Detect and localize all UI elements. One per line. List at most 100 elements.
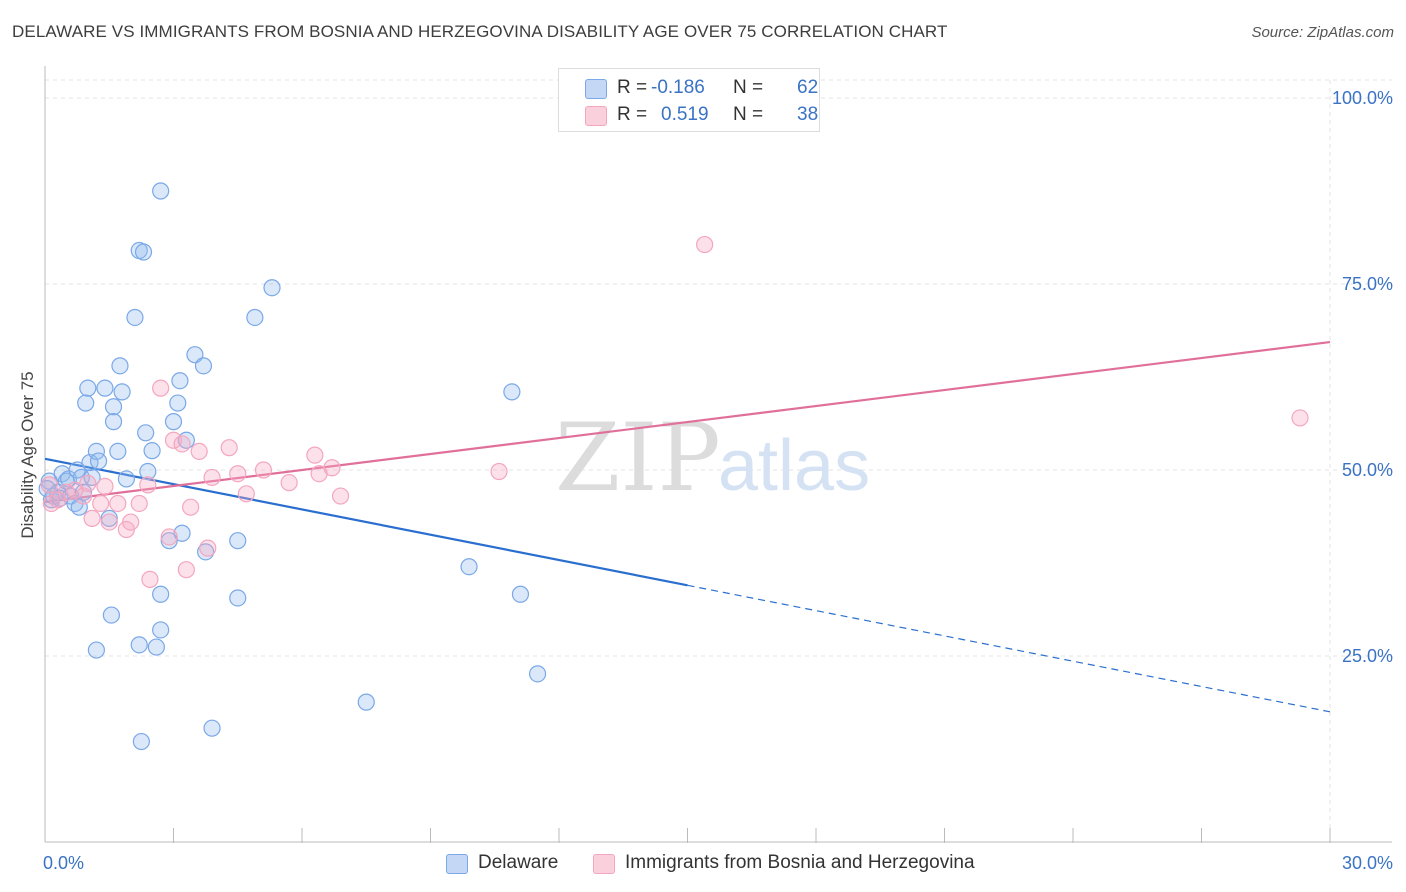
tick-labels: 25.0% 50.0% 75.0% 100.0% 0.0% 30.0% xyxy=(43,88,1393,873)
point-delaware xyxy=(528,665,547,683)
legend-swatch-delaware xyxy=(446,854,468,874)
point-delaware xyxy=(102,606,120,624)
point-delaware xyxy=(173,524,191,542)
point-delaware xyxy=(137,424,155,442)
point-bosnia xyxy=(237,485,255,503)
grid xyxy=(45,79,1392,842)
point-delaware xyxy=(164,413,183,431)
point-bosnia xyxy=(92,494,110,513)
point-delaware xyxy=(169,394,187,412)
trend-line-delaware xyxy=(44,457,688,587)
point-delaware xyxy=(152,585,170,603)
data-points xyxy=(38,182,1309,751)
trend-line-delaware-extension xyxy=(687,584,1331,713)
legend-label-delaware: Delaware xyxy=(478,852,559,873)
point-delaware xyxy=(96,379,114,397)
point-bosnia xyxy=(306,446,324,464)
point-bosnia xyxy=(254,461,273,479)
point-delaware xyxy=(143,442,161,460)
point-bosnia xyxy=(122,513,140,531)
point-delaware xyxy=(357,693,375,711)
point-bosnia xyxy=(79,474,97,492)
point-delaware xyxy=(160,532,178,550)
legend-n-label: N = xyxy=(733,77,764,98)
point-delaware xyxy=(511,585,530,603)
chart-source: Source: ZipAtlas.com xyxy=(1251,24,1394,41)
axes xyxy=(44,66,1392,843)
point-delaware xyxy=(130,636,148,654)
point-bosnia xyxy=(141,570,159,588)
point-delaware xyxy=(194,357,213,375)
point-delaware xyxy=(77,394,95,412)
point-bosnia xyxy=(696,235,714,254)
point-bosnia xyxy=(83,509,101,527)
point-bosnia xyxy=(229,465,247,483)
point-bosnia xyxy=(96,477,114,495)
legend-n-value: 38 xyxy=(797,104,819,125)
point-delaware xyxy=(104,398,123,416)
svg-text:atlas: atlas xyxy=(718,426,870,506)
point-delaware xyxy=(134,243,153,261)
point-delaware xyxy=(89,452,108,470)
point-bosnia xyxy=(109,494,127,513)
legend-r-value: -0.186 xyxy=(651,77,705,98)
y-tick-label: 25.0% xyxy=(1342,646,1393,666)
legend-n-label: N = xyxy=(733,104,764,125)
correlation-legend: R = -0.186 N = 62 R = 0.519 N = 38 xyxy=(558,68,820,132)
chart-title: DELAWARE VS IMMIGRANTS FROM BOSNIA AND H… xyxy=(12,22,948,41)
point-bosnia xyxy=(40,476,58,494)
point-bosnia xyxy=(173,435,191,453)
point-bosnia xyxy=(490,462,508,481)
point-delaware xyxy=(113,383,131,401)
legend-label-bosnia: Immigrants from Bosnia and Herzegovina xyxy=(625,852,975,873)
point-delaware xyxy=(139,462,157,481)
x-tick-label: 30.0% xyxy=(1342,853,1393,873)
point-delaware xyxy=(152,621,170,639)
point-bosnia xyxy=(152,379,170,397)
point-delaware xyxy=(460,558,478,576)
point-delaware xyxy=(132,732,150,751)
point-delaware xyxy=(246,308,264,327)
point-delaware xyxy=(263,279,281,297)
point-delaware xyxy=(100,509,118,527)
y-tick-label: 75.0% xyxy=(1342,274,1393,294)
legend-swatch-bosnia xyxy=(593,854,615,874)
point-delaware xyxy=(152,182,170,200)
trend-lines xyxy=(44,340,1331,713)
legend-r-label: R = xyxy=(617,77,648,98)
legend-r-label: R = xyxy=(617,104,648,125)
point-bosnia xyxy=(1291,409,1309,427)
legend-r-value: 0.519 xyxy=(661,104,709,125)
point-delaware xyxy=(87,641,106,659)
point-bosnia xyxy=(190,442,208,460)
y-tick-label: 100.0% xyxy=(1332,88,1393,108)
point-delaware xyxy=(109,442,127,460)
x-tick-label: 0.0% xyxy=(43,853,84,873)
point-bosnia xyxy=(203,468,221,487)
point-delaware xyxy=(126,308,144,327)
point-bosnia xyxy=(177,561,195,579)
point-bosnia xyxy=(182,498,200,516)
y-axis-label: Disability Age Over 75 xyxy=(18,371,37,538)
point-delaware xyxy=(229,589,247,607)
point-bosnia xyxy=(323,459,341,477)
point-bosnia xyxy=(164,431,183,449)
watermark: ZIP atlas xyxy=(555,404,870,513)
point-bosnia xyxy=(331,487,350,505)
point-delaware xyxy=(104,413,123,431)
point-bosnia xyxy=(199,539,217,557)
trend-line-bosnia xyxy=(44,340,1331,504)
point-delaware xyxy=(117,470,135,488)
point-delaware xyxy=(79,379,97,397)
legend-swatch-bosnia xyxy=(585,106,607,126)
legend-swatch-delaware xyxy=(585,79,607,99)
point-delaware xyxy=(503,383,521,401)
y-tick-label: 50.0% xyxy=(1342,460,1393,480)
point-delaware xyxy=(147,638,165,656)
point-bosnia xyxy=(160,528,178,546)
legend-n-value: 62 xyxy=(797,77,819,98)
point-bosnia xyxy=(100,513,118,531)
point-bosnia xyxy=(74,487,93,505)
point-bosnia xyxy=(130,494,148,513)
